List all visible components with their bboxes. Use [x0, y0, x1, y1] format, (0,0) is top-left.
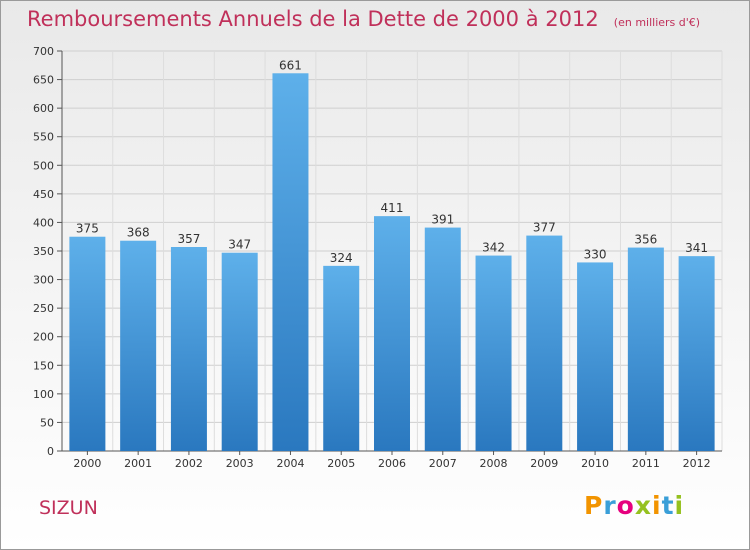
y-tick-label: 400	[33, 216, 54, 229]
data-label: 411	[381, 201, 404, 215]
x-tick-label: 2001	[124, 457, 152, 470]
x-tick-label: 2012	[683, 457, 711, 470]
bar	[577, 262, 614, 451]
y-tick-label: 300	[33, 274, 54, 287]
bar	[120, 240, 157, 451]
y-tick-label: 650	[33, 74, 54, 87]
x-tick-label: 2010	[581, 457, 609, 470]
brand-letter: P	[584, 491, 604, 520]
y-tick-label: 500	[33, 159, 54, 172]
bar	[170, 247, 207, 451]
y-tick-label: 550	[33, 131, 54, 144]
bars	[69, 73, 715, 452]
brand-letter: t	[661, 491, 675, 520]
y-tick-label: 350	[33, 245, 54, 258]
x-tick-label: 2009	[530, 457, 558, 470]
x-tick-label: 2003	[226, 457, 254, 470]
bar	[374, 216, 410, 451]
bar	[323, 265, 360, 451]
bar	[627, 247, 664, 451]
bar	[272, 73, 309, 452]
data-label: 347	[228, 238, 251, 252]
bar	[221, 252, 258, 451]
data-label: 391	[431, 213, 454, 227]
x-tick-label: 2004	[276, 457, 304, 470]
y-tick-label: 100	[33, 388, 54, 401]
data-label: 357	[177, 232, 200, 246]
y-tick-label: 250	[33, 302, 54, 315]
y-tick-label: 450	[33, 188, 54, 201]
x-tick-label: 2005	[327, 457, 355, 470]
data-label: 342	[482, 241, 505, 255]
y-tick-label: 150	[33, 359, 54, 372]
chart-title: Remboursements Annuels de la Dette de 20…	[27, 7, 599, 31]
data-label: 368	[127, 226, 150, 240]
y-tick-label: 600	[33, 102, 54, 115]
data-label: 375	[76, 222, 99, 236]
chart-subtitle: (en milliers d'€)	[613, 16, 701, 29]
y-tick-label: 700	[33, 45, 54, 58]
data-label: 356	[634, 233, 657, 247]
data-label: 330	[584, 247, 607, 261]
brand-letter: o	[616, 491, 635, 520]
y-tick-label: 50	[40, 416, 54, 429]
brand-letter: x	[634, 491, 652, 520]
y-tick-label: 200	[33, 331, 54, 344]
x-tick-label: 2000	[73, 457, 101, 470]
brand-logo: Proxiti	[584, 491, 684, 520]
x-tick-label: 2002	[175, 457, 203, 470]
bar	[69, 236, 106, 451]
title-row: Remboursements Annuels de la Dette de 20…	[27, 7, 700, 31]
brand-letter: i	[652, 491, 662, 520]
x-tick-label: 2011	[632, 457, 660, 470]
commune-name: SIZUN	[39, 497, 98, 519]
labels: 0 50 100 150 200 250 300 350 400 450 500 550 600 650 7…	[33, 45, 711, 470]
data-label: 341	[685, 241, 708, 255]
bar	[475, 255, 512, 451]
bar	[678, 256, 715, 451]
brand-letter: i	[674, 491, 685, 520]
bar	[424, 227, 461, 451]
y-tick-label: 0	[47, 445, 54, 458]
x-tick-label: 2007	[429, 457, 457, 470]
x-tick-label: 2006	[378, 457, 406, 470]
x-tick-label: 2008	[480, 457, 508, 470]
data-label: 661	[279, 58, 302, 72]
brand-letter: r	[603, 491, 617, 520]
data-label: 324	[330, 251, 353, 265]
data-label: 377	[533, 221, 556, 235]
bar	[526, 235, 563, 451]
